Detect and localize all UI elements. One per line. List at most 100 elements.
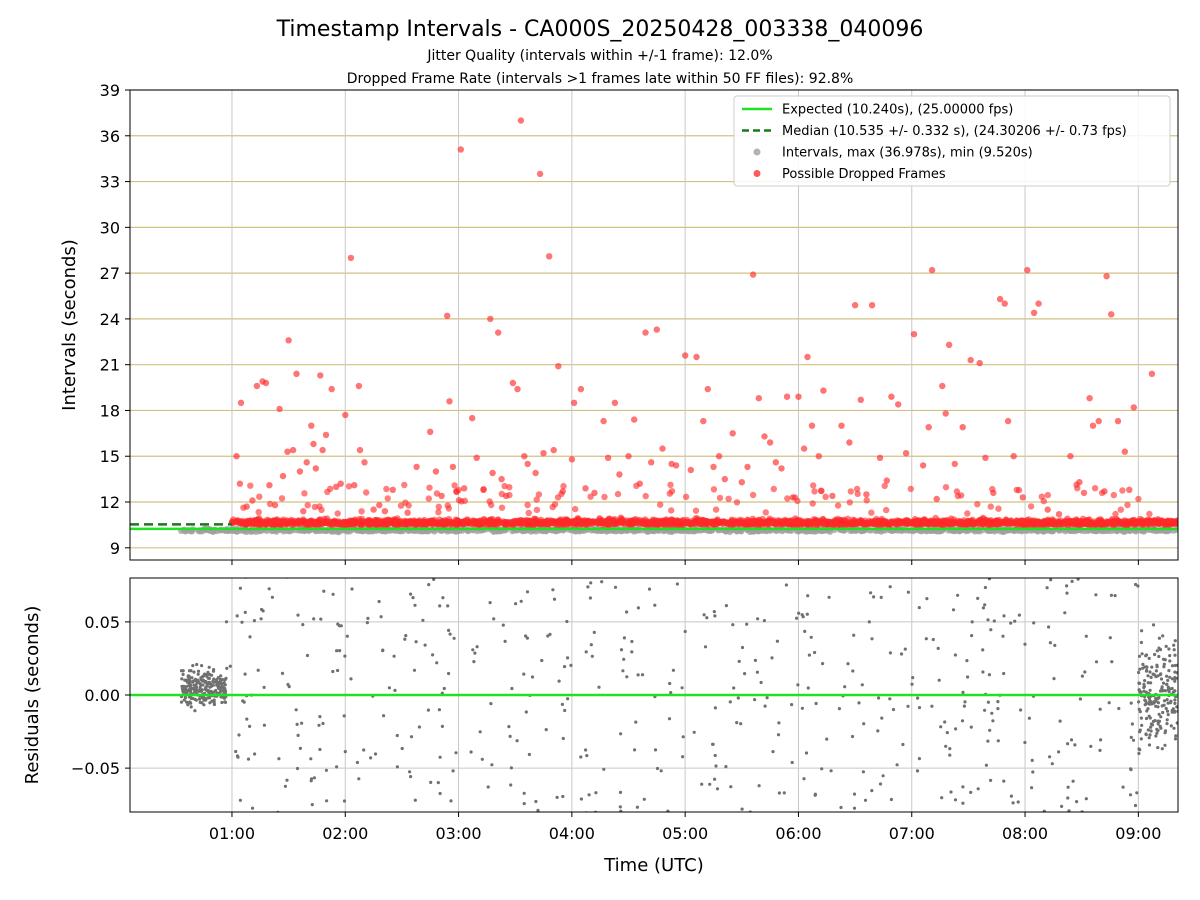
residual-point — [1147, 743, 1152, 747]
residual-point — [312, 617, 316, 621]
residual-point — [647, 587, 652, 591]
residual-point — [911, 676, 915, 680]
residual-point — [200, 696, 205, 700]
dropped-frame-point — [883, 506, 890, 514]
y-tick-label: 30 — [100, 218, 120, 237]
dropped-frame-point — [331, 520, 339, 527]
residual-point — [295, 766, 300, 771]
residual-point — [1084, 634, 1088, 638]
dropped-frame-point — [1044, 519, 1052, 526]
residual-point — [1165, 709, 1170, 713]
residual-point — [201, 683, 205, 687]
residual-point — [877, 696, 881, 700]
dropped-frame-outlier — [710, 463, 717, 471]
dropped-frame-point — [401, 481, 408, 489]
residual-points — [179, 578, 1178, 812]
residual-point — [1157, 712, 1161, 716]
residual-point — [1075, 800, 1079, 804]
dropped-frame-point — [604, 517, 611, 524]
dropped-frame-point — [471, 518, 478, 525]
residual-point — [1158, 673, 1162, 677]
dropped-frame-point — [435, 509, 442, 516]
residual-point — [414, 640, 418, 644]
residual-point — [208, 691, 212, 695]
residual-point — [630, 639, 634, 644]
residual-point — [713, 706, 718, 710]
residual-point — [1146, 681, 1150, 685]
dropped-frame-point — [288, 516, 295, 524]
residual-point — [862, 722, 866, 726]
dropped-frame-outlier — [1055, 511, 1063, 518]
residual-point — [969, 790, 973, 795]
dropped-frame-point — [586, 520, 593, 527]
residual-point — [713, 614, 717, 618]
residual-point — [335, 765, 339, 769]
residual-point — [310, 803, 314, 807]
residual-point — [1023, 642, 1027, 646]
residual-point — [223, 700, 228, 705]
residual-point — [1172, 726, 1176, 730]
residual-point — [241, 699, 245, 703]
dropped-frame-point — [405, 502, 412, 509]
residual-point — [412, 668, 417, 672]
residual-point — [888, 651, 893, 655]
residual-point — [796, 683, 800, 687]
residual-point — [1143, 698, 1147, 702]
residual-point — [1140, 629, 1144, 633]
y-tick-label: 0.05 — [84, 613, 120, 632]
residual-point — [981, 606, 986, 610]
residual-point — [349, 677, 353, 681]
residual-point — [366, 616, 370, 621]
residual-point — [211, 690, 216, 694]
y-tick-label: 15 — [100, 447, 120, 466]
dropped-frame-point — [594, 517, 601, 525]
dropped-frame-point — [461, 497, 468, 504]
residual-point — [395, 733, 399, 738]
dropped-frame-point — [1021, 518, 1028, 525]
residual-point — [988, 728, 992, 732]
residual-point — [188, 689, 193, 693]
residual-point — [852, 792, 857, 796]
dropped-frame-point — [942, 484, 950, 491]
residual-point — [256, 668, 260, 672]
dropped-frame-outlier — [772, 459, 779, 466]
residual-point — [309, 779, 313, 783]
dropped-frame-point — [574, 517, 581, 524]
residual-point — [917, 706, 922, 710]
dropped-frame-outlier — [546, 253, 553, 260]
dropped-frame-point — [524, 501, 531, 509]
residual-point — [1149, 725, 1153, 729]
dropped-frame-outlier — [1121, 448, 1129, 455]
dropped-frame-point — [680, 516, 687, 524]
dropped-frame-point — [1117, 506, 1125, 513]
dropped-frame-outlier — [672, 462, 680, 469]
residual-point — [1109, 593, 1113, 597]
dropped-frame-point — [501, 482, 508, 490]
residual-point — [1154, 696, 1158, 701]
residual-point — [860, 683, 864, 687]
residual-point — [1167, 669, 1171, 673]
dropped-frame-outlier — [487, 315, 494, 323]
residual-point — [806, 594, 810, 598]
residual-point — [1137, 707, 1141, 711]
dropped-frame-outlier — [959, 424, 966, 431]
dropped-frame-point — [668, 488, 676, 495]
residual-point — [331, 669, 335, 674]
residual-point — [1144, 690, 1148, 694]
residual-point — [319, 617, 323, 621]
dropped-frame-point — [631, 519, 638, 527]
dropped-frame-outlier — [1024, 266, 1031, 274]
residual-point — [321, 721, 325, 726]
residual-point — [800, 706, 805, 710]
dropped-frame-point — [363, 489, 370, 496]
residual-point — [309, 757, 313, 761]
residual-point — [870, 789, 874, 793]
residual-point — [1098, 707, 1102, 711]
residual-point — [702, 613, 706, 617]
residual-point — [903, 647, 907, 651]
residual-point — [261, 609, 265, 613]
residual-point — [240, 620, 244, 624]
residual-point — [924, 637, 928, 641]
y-tick-label: 24 — [100, 310, 120, 329]
